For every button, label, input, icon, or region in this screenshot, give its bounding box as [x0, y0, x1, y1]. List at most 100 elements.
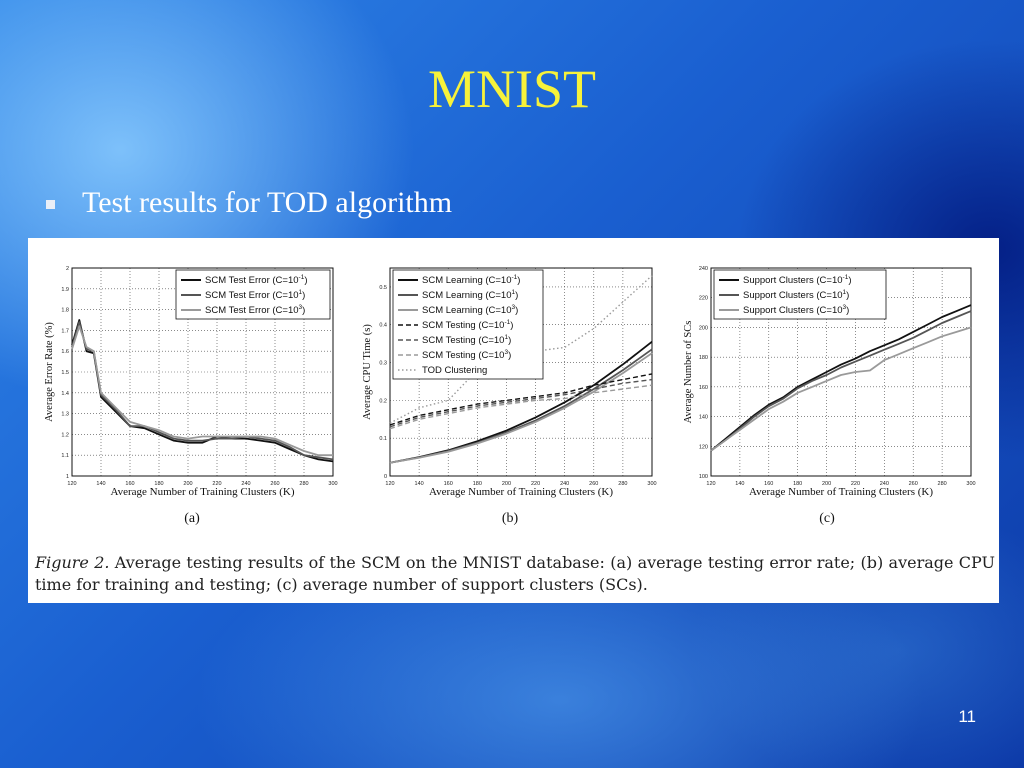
- legend-label: Support Clusters (C=103): [743, 304, 849, 316]
- legend-box: [392, 269, 544, 380]
- y-tick-label: 1.3: [61, 412, 69, 418]
- series-line-b-2: [389, 352, 653, 464]
- y-tick-label: 1.8: [61, 308, 69, 314]
- x-tick-label: 280: [618, 481, 627, 487]
- series-line-b-5: [389, 384, 653, 430]
- x-tick-label: 200: [822, 481, 831, 487]
- x-tick-label: 200: [183, 481, 192, 487]
- y-tick-label: 240: [699, 266, 708, 272]
- x-tick-label: 300: [647, 481, 656, 487]
- x-tick-label: 280: [299, 481, 308, 487]
- y-tick-label: 140: [699, 415, 708, 421]
- legend-label: SCM Learning (C=101): [422, 289, 518, 301]
- legend-c: Support Clusters (C=10-1) Support Cluster…: [713, 269, 887, 320]
- y-tick-label: 1.9: [61, 287, 69, 293]
- legend-b: SCM Learning (C=10-1) SCM Learning (C=101…: [392, 269, 544, 380]
- y-axis-label: Average Error Rate (%): [44, 322, 55, 422]
- y-tick-label: 160: [699, 385, 708, 391]
- legend-label: Support Clusters (C=10-1): [743, 274, 852, 286]
- chart-c: 120 140 160 180 200 220 240 260 280 3001001201401…: [683, 266, 976, 526]
- x-tick-label: 140: [415, 481, 424, 487]
- x-tick-label: 220: [531, 481, 540, 487]
- x-tick-label: 280: [938, 481, 947, 487]
- y-tick-label: 0.4: [379, 323, 387, 329]
- y-tick-label: 1: [66, 474, 69, 480]
- x-tick-label: 120: [67, 481, 76, 487]
- legend-label: Support Clusters (C=101): [743, 289, 849, 301]
- y-tick-label: 0.1: [379, 436, 387, 442]
- x-tick-label: 240: [560, 481, 569, 487]
- y-tick-label: 0.2: [379, 398, 387, 404]
- y-tick-label: 0: [384, 474, 387, 480]
- series-line-c-2: [710, 326, 972, 452]
- panel-label: (b): [502, 511, 519, 526]
- x-tick-label: 140: [735, 481, 744, 487]
- legend-label: SCM Learning (C=10-1): [422, 274, 520, 286]
- x-tick-label: 260: [909, 481, 918, 487]
- series-line-b-4: [389, 378, 653, 428]
- x-tick-label: 160: [125, 481, 134, 487]
- legend-label: SCM Test Error (C=10-1): [205, 274, 307, 286]
- plot-frame: [389, 267, 653, 477]
- series-line-c-1: [710, 310, 972, 452]
- y-tick-label: 1.2: [61, 432, 69, 438]
- x-tick-label: 300: [328, 481, 337, 487]
- legend-box: [175, 269, 331, 320]
- x-tick-label: 180: [793, 481, 802, 487]
- x-tick-label: 200: [502, 481, 511, 487]
- series-line-a-1: [71, 321, 334, 461]
- chart-a: 120 140 160 180 200 220 240 260 280 300 1 1.1 1.2 1.3…: [44, 266, 338, 526]
- x-axis-label: Average Number of Training Clusters (K): [110, 486, 294, 498]
- y-axis-label: Average CPU Time (s): [362, 324, 373, 420]
- legend-label: SCM Test Error (C=103): [205, 304, 305, 316]
- legend-label: SCM Testing (C=10-1): [422, 319, 513, 331]
- legend-box: [713, 269, 887, 320]
- legend-label: SCM Testing (C=101): [422, 334, 511, 346]
- x-tick-label: 300: [966, 481, 975, 487]
- x-tick-label: 140: [96, 481, 105, 487]
- bullet-marker-icon: [46, 200, 55, 209]
- caption-prefix: Figure 2.: [35, 553, 110, 572]
- slide-title: MNIST: [427, 59, 596, 119]
- x-tick-label: 220: [851, 481, 860, 487]
- x-axis-label: Average Number of Training Clusters (K): [749, 486, 933, 498]
- x-tick-label: 240: [880, 481, 889, 487]
- figure-image: 120 140 160 180 200 220 240 260 280 300 1 1.1 1.2 1.3…: [28, 238, 999, 603]
- plot-frame: [710, 267, 972, 477]
- y-tick-label: 1.6: [61, 349, 69, 355]
- figure-caption: Figure 2. Average testing results of the…: [35, 552, 995, 596]
- y-axis-label: Average Number of SCs: [683, 321, 694, 424]
- y-tick-label: 200: [699, 325, 708, 331]
- chart-b: 120 140 160 180 200 220 240 260 280 300 0 0.1 0.2 0.3…: [362, 267, 657, 526]
- y-tick-label: 0.3: [379, 361, 387, 367]
- page-number: 11: [958, 707, 976, 726]
- x-axis-label: Average Number of Training Clusters (K): [429, 486, 613, 498]
- legend-a: SCM Test Error (C=10-1) SCM Test Error (C…: [175, 269, 331, 320]
- plot-frame: [71, 267, 334, 477]
- legend-label: TOD Clustering: [422, 365, 487, 376]
- y-tick-label: 2: [66, 266, 69, 272]
- x-tick-label: 160: [444, 481, 453, 487]
- x-tick-label: 120: [706, 481, 715, 487]
- x-tick-label: 260: [270, 481, 279, 487]
- x-tick-label: 180: [154, 481, 163, 487]
- y-tick-label: 220: [699, 296, 708, 302]
- legend-label: SCM Test Error (C=101): [205, 289, 305, 301]
- x-tick-label: 220: [212, 481, 221, 487]
- y-tick-label: 1.7: [61, 328, 69, 334]
- x-tick-label: 160: [764, 481, 773, 487]
- panel-label: (c): [819, 511, 835, 526]
- y-tick-label: 0.5: [379, 285, 387, 291]
- y-tick-label: 180: [699, 355, 708, 361]
- y-tick-label: 1.4: [61, 391, 69, 397]
- charts-svg: 120 140 160 180 200 220 240 260 280 300 1 1.1 1.2 1.3…: [44, 266, 976, 526]
- series-line-c-0: [710, 304, 972, 452]
- x-tick-label: 120: [385, 481, 394, 487]
- x-tick-label: 240: [241, 481, 250, 487]
- panel-label: (a): [184, 511, 200, 526]
- x-tick-label: 180: [473, 481, 482, 487]
- y-tick-label: 1.1: [61, 453, 69, 459]
- x-tick-label: 260: [589, 481, 598, 487]
- y-tick-label: 100: [699, 474, 708, 480]
- caption-text: Average testing results of the SCM on th…: [35, 553, 995, 594]
